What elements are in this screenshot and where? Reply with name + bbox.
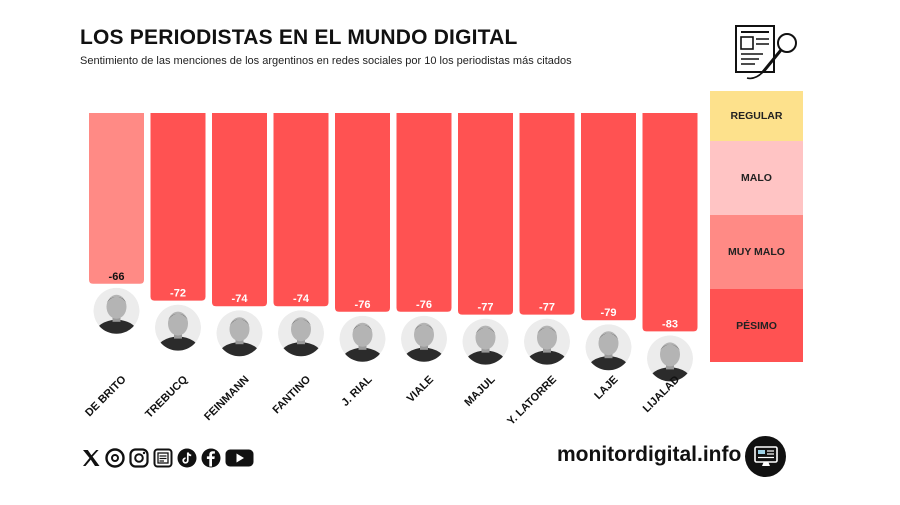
social-links — [80, 447, 254, 468]
bar — [642, 113, 698, 332]
sentiment-legend: REGULAR MALO MUY MALO PÉSIMO — [710, 91, 803, 362]
bar — [519, 113, 575, 315]
avatar — [155, 304, 201, 351]
instagram-icon[interactable] — [128, 447, 149, 468]
avatar — [524, 318, 570, 365]
newspaper-microphone-icon — [735, 25, 797, 80]
value-label: -66 — [109, 271, 125, 283]
category-label: DE BRITO — [83, 373, 129, 419]
avatar — [339, 315, 386, 362]
value-label: -77 — [478, 302, 494, 314]
avatar — [401, 315, 447, 362]
legend-item-regular: REGULAR — [710, 91, 803, 141]
bar — [335, 113, 390, 312]
category-label: LIJALAD — [641, 374, 682, 415]
category-label: MAJUL — [462, 373, 497, 408]
bar — [212, 113, 267, 307]
value-label: -79 — [601, 307, 617, 319]
bar-chart: -66 DE BRITO -72 TREBUCQ -74 FEINMANN -74 FANTI… — [83, 113, 698, 428]
tiktok-icon[interactable] — [176, 447, 197, 468]
category-label: J. RIAL — [339, 373, 374, 408]
site-name[interactable]: monitordigital.info — [557, 443, 742, 466]
category-label: VIALE — [405, 374, 436, 405]
bar — [581, 113, 636, 321]
value-label: -74 — [232, 293, 249, 305]
avatar — [93, 287, 140, 334]
avatar — [462, 318, 509, 365]
youtube-icon[interactable] — [224, 447, 254, 468]
avatar — [278, 310, 324, 357]
value-label: -76 — [355, 299, 371, 311]
facebook-icon[interactable] — [200, 447, 221, 468]
legend-item-malo: MALO — [710, 141, 803, 215]
avatar — [216, 310, 263, 357]
value-label: -76 — [416, 299, 432, 311]
legend-item-muy-malo: MUY MALO — [710, 215, 803, 289]
bar — [150, 113, 206, 301]
avatar — [647, 335, 693, 382]
category-label: TREBUCQ — [143, 373, 190, 420]
newsletter-icon[interactable] — [152, 447, 173, 468]
chart-subtitle: Sentimiento de las menciones de los arge… — [80, 55, 572, 67]
value-label: -72 — [170, 288, 186, 300]
bar — [458, 113, 513, 315]
value-label: -77 — [539, 302, 555, 314]
bar — [89, 113, 144, 284]
threads-icon[interactable] — [104, 447, 125, 468]
bar — [273, 113, 329, 307]
category-label: LAJE — [592, 374, 620, 402]
category-label: FEINMANN — [202, 374, 252, 424]
x-icon[interactable] — [80, 447, 101, 468]
value-label: -83 — [662, 318, 678, 330]
chart-title: LOS PERIODISTAS EN EL MUNDO DIGITAL — [80, 26, 518, 49]
category-label: FANTINO — [270, 373, 313, 416]
legend-item-pesimo: PÉSIMO — [710, 289, 803, 362]
bar — [396, 113, 452, 312]
monitor-icon — [745, 436, 786, 477]
category-label: Y. LATORRE — [505, 374, 559, 428]
avatar — [585, 324, 632, 371]
value-label: -74 — [293, 293, 310, 305]
